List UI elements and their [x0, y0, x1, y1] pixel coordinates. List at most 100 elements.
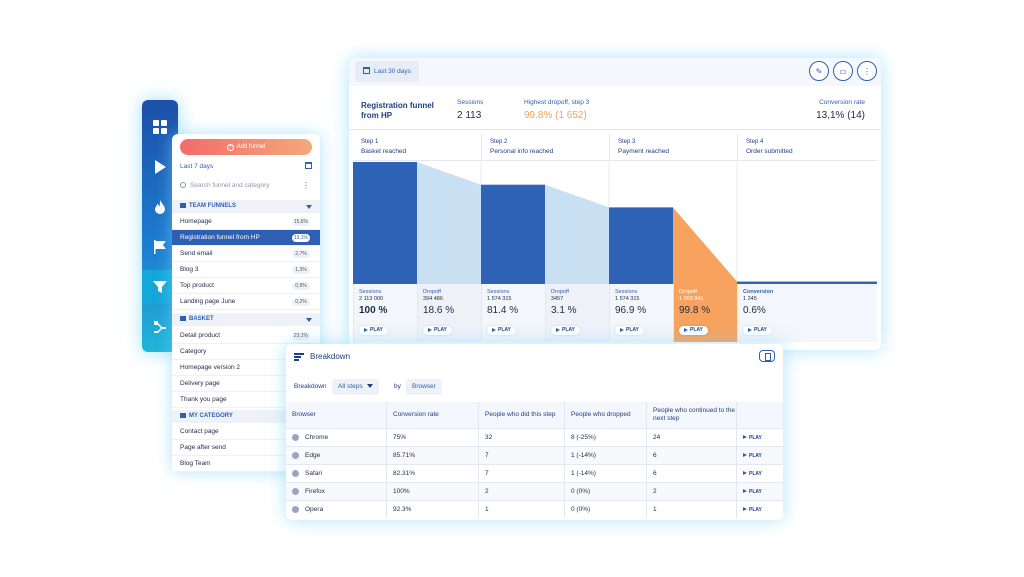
table-cell[interactable]: PLAY: [736, 429, 783, 446]
table-row[interactable]: Edge 85.71% 7 1 (-14%) 6 PLAY: [286, 446, 783, 464]
table-cell: Opera: [286, 501, 386, 518]
play-icon: [743, 453, 747, 457]
funnel-search-input[interactable]: Search funnel and category ⋮: [180, 181, 312, 190]
stat-percent: 96.9 %: [615, 305, 647, 316]
more-options-icon[interactable]: ⋮: [302, 181, 310, 190]
play-button[interactable]: PLAY: [743, 506, 762, 514]
table-cell: 2: [478, 483, 564, 500]
funnel-item-label: Registration funnel from HP: [180, 234, 260, 241]
table-row[interactable]: Firefox 100% 2 0 (0%) 2 PLAY: [286, 482, 783, 500]
flame-icon[interactable]: [142, 192, 178, 222]
funnel-item[interactable]: Landing page June 0,2%: [172, 294, 320, 310]
play-button[interactable]: PLAY: [743, 488, 762, 496]
step-bar: [481, 184, 545, 284]
table-row[interactable]: Safari 82.31% 7 1 (-14%) 6 PLAY: [286, 464, 783, 482]
group-header-team-funnels[interactable]: TEAM FUNNELS: [172, 200, 320, 213]
more-button[interactable]: ⋮: [857, 61, 877, 81]
table-cell: Firefox: [286, 483, 386, 500]
date-range-tab[interactable]: Last 30 days: [355, 61, 419, 82]
step-name: Payment reached: [618, 148, 669, 155]
conversion-badge: 23,1%: [291, 332, 310, 340]
table-cell: 7: [478, 465, 564, 482]
play-icon: [556, 327, 560, 332]
funnel-item-label: Page after send: [180, 444, 226, 451]
table-cell[interactable]: PLAY: [736, 465, 783, 482]
add-funnel-button[interactable]: + Add funnel: [180, 139, 312, 155]
play-button[interactable]: PLAY: [359, 326, 388, 335]
funnel-item-selected[interactable]: Registration funnel from HP 13,1%: [172, 230, 320, 246]
play-button[interactable]: PLAY: [423, 326, 452, 335]
chevron-down-icon: [366, 384, 373, 388]
play-button[interactable]: PLAY: [743, 434, 762, 442]
funnel-item[interactable]: Page after send: [172, 440, 320, 456]
group-header-my-category[interactable]: MY CATEGORY: [172, 410, 320, 423]
funnel-item[interactable]: Category: [172, 344, 320, 360]
cell-value: 75%: [393, 433, 407, 441]
cell-value: 1: [653, 505, 657, 513]
play-button[interactable]: PLAY: [743, 470, 762, 478]
folder-icon: [180, 316, 186, 321]
conversion-badge: 13,1%: [291, 234, 310, 242]
firefox-icon: [292, 488, 299, 495]
play-label: PLAY: [690, 327, 703, 333]
step-name: Order submitted: [746, 148, 793, 155]
funnel-item[interactable]: Homepage 15,6%: [172, 214, 320, 230]
funnel-steps-header: Step 1 Basket reached Step 2 Personal info…: [353, 133, 877, 161]
funnel-item[interactable]: Blog Team: [172, 456, 320, 472]
export-icon[interactable]: [759, 350, 775, 362]
play-icon[interactable]: [142, 152, 178, 182]
breakdown-dimension-dropdown[interactable]: Browser: [406, 379, 442, 395]
funnel-item[interactable]: Send email 2,7%: [172, 246, 320, 262]
grid-icon[interactable]: [142, 112, 178, 142]
table-cell: 0 (0%): [564, 483, 646, 500]
table-row[interactable]: Opera 92.3% 1 0 (0%) 1 PLAY: [286, 500, 783, 518]
conversion-rate-value: 13,1% (14): [816, 110, 865, 121]
play-button[interactable]: PLAY: [551, 326, 580, 335]
steps-dropdown[interactable]: All steps: [332, 379, 379, 395]
table-cell[interactable]: PLAY: [736, 483, 783, 500]
stat-percent: 3.1 %: [551, 305, 577, 316]
stat-count: 1 569 941: [679, 296, 704, 302]
play-button[interactable]: PLAY: [743, 326, 772, 335]
flag-icon[interactable]: [142, 232, 178, 262]
cell-value: Chrome: [305, 433, 329, 441]
play-button[interactable]: PLAY: [615, 326, 644, 335]
funnel-item[interactable]: Delivery page: [172, 376, 320, 392]
play-label: PLAY: [370, 327, 383, 333]
play-button[interactable]: PLAY: [487, 326, 516, 335]
funnel-item[interactable]: Homepage version 2: [172, 360, 320, 376]
date-range-selector[interactable]: Last 7 days: [180, 162, 312, 170]
cell-value: Safari: [305, 469, 322, 477]
stat-percent: 100 %: [359, 305, 388, 316]
funnel-item-label: Blog 3: [180, 266, 199, 273]
group-header-basket[interactable]: BASKET: [172, 313, 320, 326]
table-cell: Edge: [286, 447, 386, 464]
play-label: PLAY: [749, 434, 762, 441]
funnel-item[interactable]: Blog 3 1,3%: [172, 262, 320, 278]
table-cell: 6: [646, 447, 736, 464]
hierarchy-icon[interactable]: [142, 312, 178, 342]
table-cell[interactable]: PLAY: [736, 501, 783, 518]
table-cell: 85.71%: [386, 447, 478, 464]
table-row[interactable]: Chrome 75% 32 8 (-25%) 24 PLAY: [286, 428, 783, 446]
play-button[interactable]: PLAY: [743, 452, 762, 460]
cell-value: 7: [485, 469, 489, 477]
play-label: PLAY: [754, 327, 767, 333]
play-button[interactable]: PLAY: [679, 326, 708, 335]
funnel-item[interactable]: Top product 0,9%: [172, 278, 320, 294]
table-cell[interactable]: PLAY: [736, 447, 783, 464]
cell-value: 2: [653, 487, 657, 495]
funnel-item[interactable]: Thank you page: [172, 392, 320, 408]
funnel-item[interactable]: Detail product 23,1%: [172, 328, 320, 344]
share-button[interactable]: ▭: [833, 61, 853, 81]
step-name: Basket reached: [361, 148, 407, 155]
table-cell: 6: [646, 465, 736, 482]
dropoff-stat: Dropoff 1 569 941 99.8 % PLAY: [673, 284, 737, 342]
edit-button[interactable]: ✎: [809, 61, 829, 81]
group-title: BASKET: [189, 316, 214, 322]
date-range-label: Last 7 days: [180, 163, 214, 170]
step-number: Step 4: [746, 139, 764, 145]
cell-value: 92.3%: [393, 505, 412, 513]
funnel-item[interactable]: Contact page: [172, 424, 320, 440]
menu-icon[interactable]: [294, 353, 304, 362]
